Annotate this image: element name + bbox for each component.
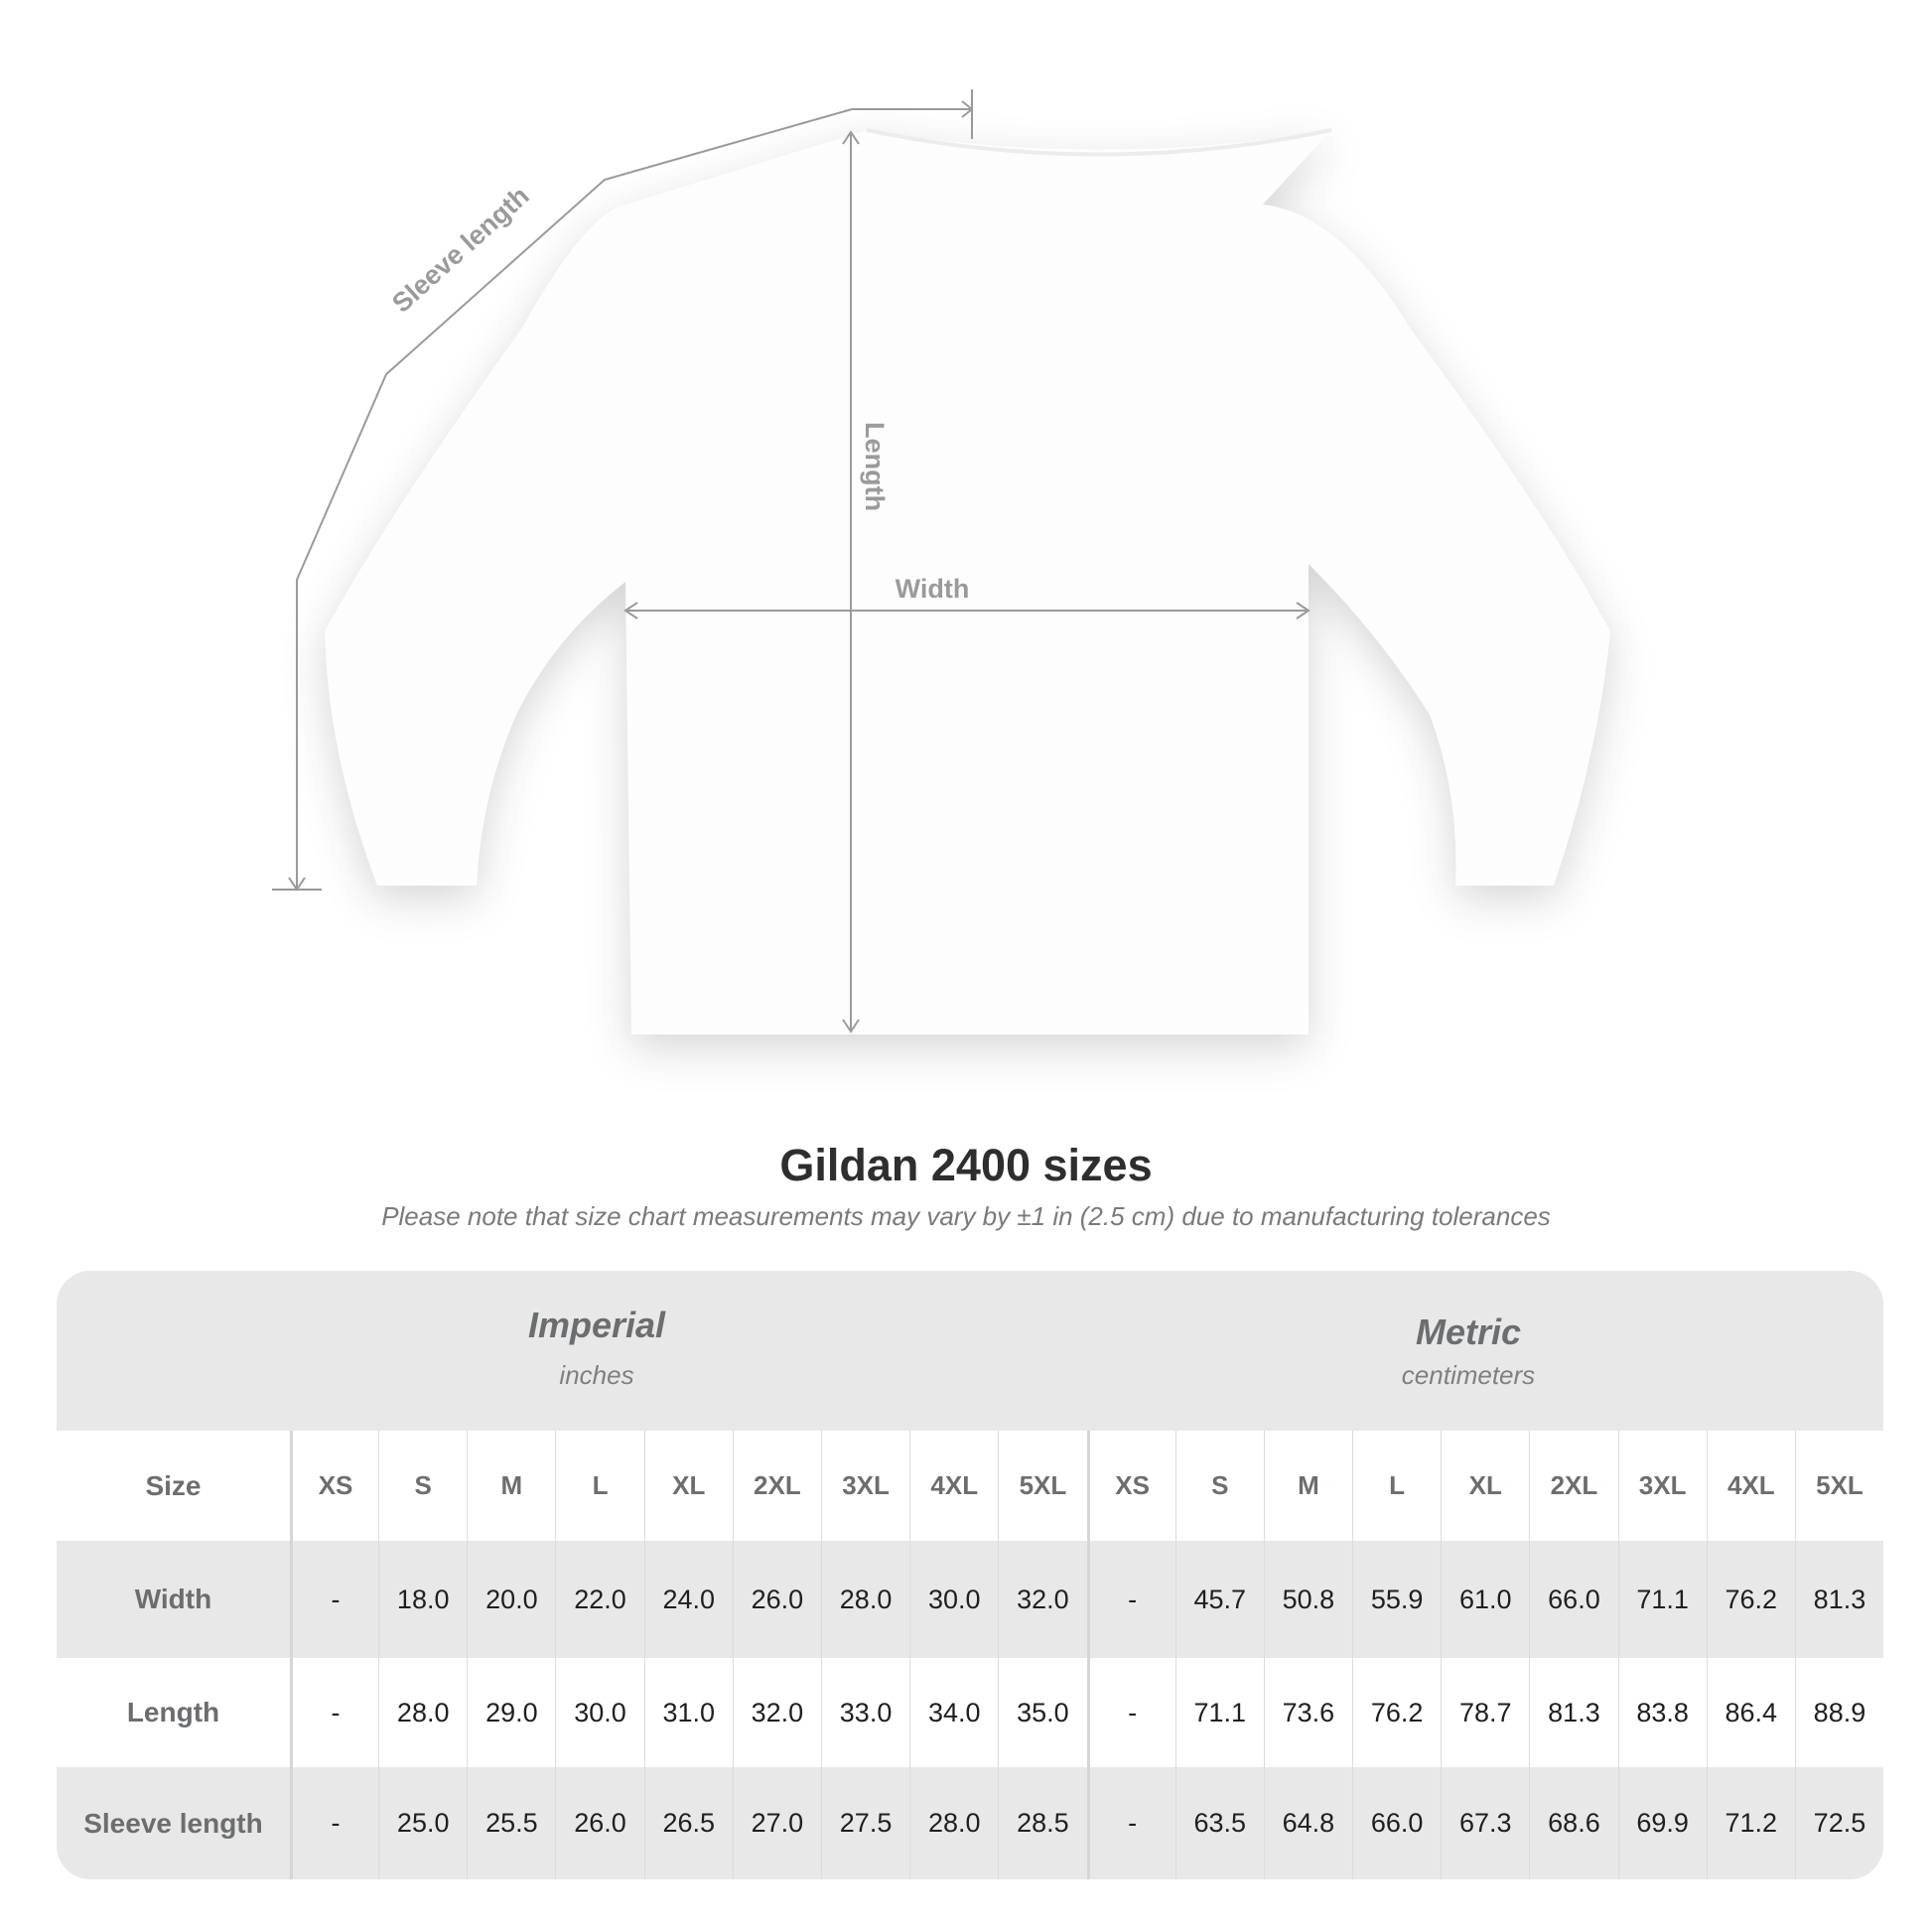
metric-value-cell: - bbox=[1086, 1767, 1175, 1879]
metric-value-cell: 76.2 bbox=[1352, 1658, 1441, 1767]
metric-value-cell: 88.9 bbox=[1794, 1658, 1883, 1767]
imperial-value-cell: 28.0 bbox=[378, 1658, 467, 1767]
metric-value-cell: 63.5 bbox=[1174, 1767, 1264, 1879]
metric-size-header: XL bbox=[1441, 1431, 1529, 1541]
imperial-value-cell: 28.0 bbox=[909, 1767, 998, 1879]
imperial-value-cell: 18.0 bbox=[378, 1541, 467, 1658]
page-title: Gildan 2400 sizes bbox=[779, 1140, 1153, 1190]
imperial-value-cell: - bbox=[289, 1767, 378, 1879]
metric-value-cell: 61.0 bbox=[1441, 1541, 1529, 1658]
imperial-value-cell: 32.0 bbox=[732, 1658, 821, 1767]
metric-size-header: M bbox=[1263, 1431, 1352, 1541]
row-label: Width bbox=[134, 1584, 212, 1614]
metric-value-cell: - bbox=[1086, 1541, 1175, 1658]
table-row: Sleeve length -25.0 25.5 26.0 26.5 27.0 27.5 28… bbox=[57, 1767, 1883, 1879]
imperial-value-cell: 22.0 bbox=[555, 1541, 643, 1658]
imperial-value-cell: 30.0 bbox=[555, 1658, 643, 1767]
imperial-value-cell: 26.0 bbox=[732, 1541, 821, 1658]
metric-value-cell: 68.6 bbox=[1529, 1767, 1617, 1879]
shirt-measurement-diagram: Sleeve length Length Width bbox=[272, 89, 1610, 1035]
metric-value-cell: 81.3 bbox=[1529, 1658, 1617, 1767]
metric-value-cell: 76.2 bbox=[1706, 1541, 1795, 1658]
metric-value-cell: 83.8 bbox=[1617, 1658, 1707, 1767]
imperial-value-cell: 33.0 bbox=[820, 1658, 909, 1767]
metric-value-cell: 71.1 bbox=[1617, 1541, 1707, 1658]
metric-value-cell: 64.8 bbox=[1263, 1767, 1352, 1879]
imperial-size-header: XS bbox=[289, 1431, 378, 1541]
imperial-value-cell: 24.0 bbox=[643, 1541, 733, 1658]
imperial-value-cell: - bbox=[289, 1541, 378, 1658]
imperial-value-cell: 34.0 bbox=[909, 1658, 998, 1767]
imperial-value-cell: 28.5 bbox=[998, 1767, 1086, 1879]
row-label: Length bbox=[126, 1697, 220, 1727]
metric-value-cell: 67.3 bbox=[1441, 1767, 1529, 1879]
unit-header-band: Imperial inches Metric centimeters bbox=[57, 1271, 1883, 1431]
imperial-value-cell: 31.0 bbox=[643, 1658, 733, 1767]
metric-value-cell: 78.7 bbox=[1441, 1658, 1529, 1767]
metric-value-cell: 73.6 bbox=[1263, 1658, 1352, 1767]
metric-value-cell: 86.4 bbox=[1706, 1658, 1795, 1767]
imperial-value-cell: 25.0 bbox=[378, 1767, 467, 1879]
metric-value-cell: 71.1 bbox=[1174, 1658, 1264, 1767]
metric-size-header: 5XL bbox=[1794, 1431, 1883, 1541]
metric-value-cell: 81.3 bbox=[1794, 1541, 1883, 1658]
long-sleeve-shirt-image bbox=[325, 130, 1610, 1035]
imperial-size-header: M bbox=[467, 1431, 555, 1541]
imperial-value-cell: 30.0 bbox=[909, 1541, 998, 1658]
metric-value-cell: 66.0 bbox=[1529, 1541, 1617, 1658]
imperial-value-cell: 26.0 bbox=[555, 1767, 643, 1879]
imperial-value-cell: 32.0 bbox=[998, 1541, 1086, 1658]
metric-value-cell: 71.2 bbox=[1706, 1767, 1795, 1879]
imperial-size-header: 3XL bbox=[820, 1431, 909, 1541]
imperial-size-header: 4XL bbox=[909, 1431, 998, 1541]
tolerance-note: Please note that size chart measurements… bbox=[381, 1201, 1551, 1231]
imperial-size-header: L bbox=[555, 1431, 643, 1541]
size-header-label: Size bbox=[145, 1469, 202, 1501]
imperial-title: Imperial bbox=[527, 1305, 666, 1345]
imperial-size-header: XL bbox=[643, 1431, 733, 1541]
metric-size-header: L bbox=[1352, 1431, 1441, 1541]
metric-unit: centimeters bbox=[1401, 1360, 1536, 1390]
imperial-value-cell: 25.5 bbox=[467, 1767, 555, 1879]
metric-value-cell: - bbox=[1086, 1658, 1175, 1767]
row-label: Sleeve length bbox=[83, 1807, 263, 1839]
metric-title: Metric bbox=[1415, 1311, 1522, 1352]
sleeve-length-line bbox=[296, 108, 972, 890]
imperial-size-header: S bbox=[378, 1431, 467, 1541]
metric-value-cell: 55.9 bbox=[1352, 1541, 1441, 1658]
metric-size-header: S bbox=[1174, 1431, 1264, 1541]
metric-value-cell: 69.9 bbox=[1617, 1767, 1707, 1879]
imperial-value-cell: - bbox=[289, 1658, 378, 1767]
imperial-size-header: 5XL bbox=[998, 1431, 1086, 1541]
sleeve-length-label: Sleeve length bbox=[386, 181, 534, 319]
imperial-size-header: 2XL bbox=[732, 1431, 821, 1541]
metric-size-header: 3XL bbox=[1617, 1431, 1707, 1541]
size-header-row: Size XS S M L XL 2XL 3XL 4XL 5XL XS S M L XL 2XL 3XL 4XL 5… bbox=[57, 1431, 1883, 1541]
imperial-value-cell: 28.0 bbox=[820, 1541, 909, 1658]
metric-value-cell: 72.5 bbox=[1794, 1767, 1883, 1879]
metric-size-header: 4XL bbox=[1706, 1431, 1795, 1541]
size-chart-table: Imperial inches Metric centimeters Size X… bbox=[57, 1271, 1883, 1879]
imperial-value-cell: 26.5 bbox=[643, 1767, 733, 1879]
imperial-value-cell: 35.0 bbox=[998, 1658, 1086, 1767]
imperial-value-cell: 27.5 bbox=[820, 1767, 909, 1879]
metric-value-cell: 66.0 bbox=[1352, 1767, 1441, 1879]
table-row: Width -18.0 20.0 22.0 24.0 26.0 28.0 30.0 32.0-4… bbox=[57, 1541, 1883, 1658]
metric-size-header: XS bbox=[1086, 1431, 1175, 1541]
length-label: Length bbox=[860, 422, 890, 511]
width-label: Width bbox=[896, 574, 970, 604]
table-row: Length -28.0 29.0 30.0 31.0 32.0 33.0 34.0 35.0-… bbox=[57, 1658, 1883, 1767]
imperial-value-cell: 29.0 bbox=[467, 1658, 555, 1767]
metric-value-cell: 45.7 bbox=[1174, 1541, 1264, 1658]
imperial-value-cell: 27.0 bbox=[732, 1767, 821, 1879]
metric-value-cell: 50.8 bbox=[1263, 1541, 1352, 1658]
metric-size-header: 2XL bbox=[1529, 1431, 1617, 1541]
imperial-value-cell: 20.0 bbox=[467, 1541, 555, 1658]
imperial-unit: inches bbox=[559, 1360, 634, 1390]
